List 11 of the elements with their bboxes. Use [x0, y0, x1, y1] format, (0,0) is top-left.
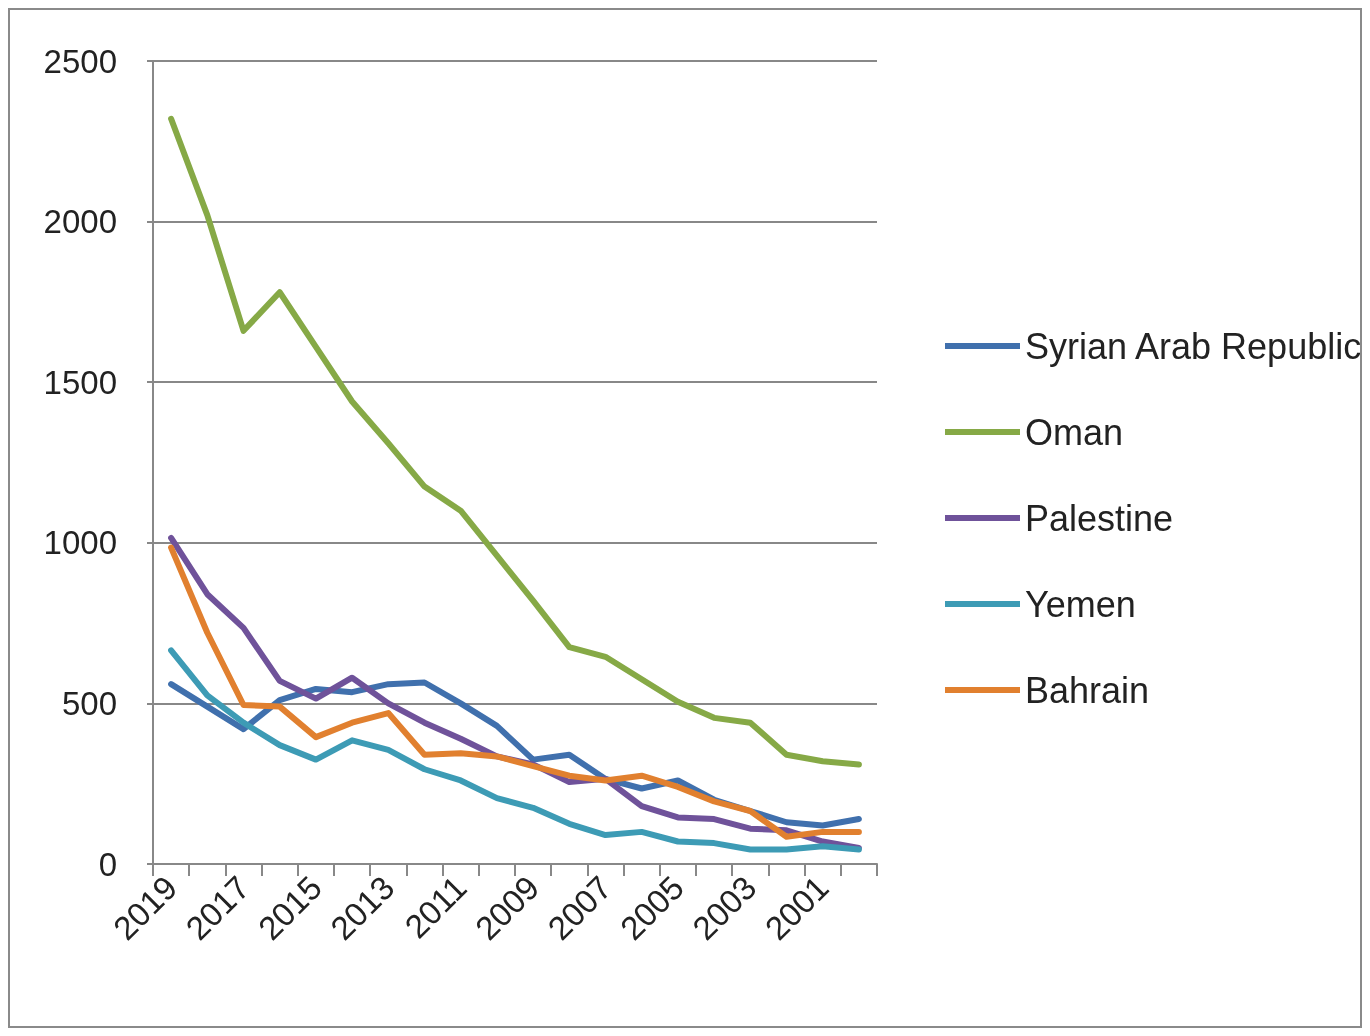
y-tick-label: 1000 — [43, 524, 117, 562]
y-tick-label: 500 — [61, 684, 117, 722]
y-tick-label: 2500 — [43, 42, 117, 80]
legend-label: Syrian Arab Republic — [1025, 325, 1362, 367]
legend-label: Bahrain — [1025, 669, 1150, 711]
legend-label: Yemen — [1025, 583, 1136, 625]
y-tick-label: 2000 — [43, 203, 117, 241]
y-tick-label: 1500 — [43, 363, 117, 401]
legend-label: Oman — [1025, 411, 1124, 453]
y-tick-label: 0 — [98, 845, 117, 883]
legend-label: Palestine — [1025, 497, 1174, 539]
